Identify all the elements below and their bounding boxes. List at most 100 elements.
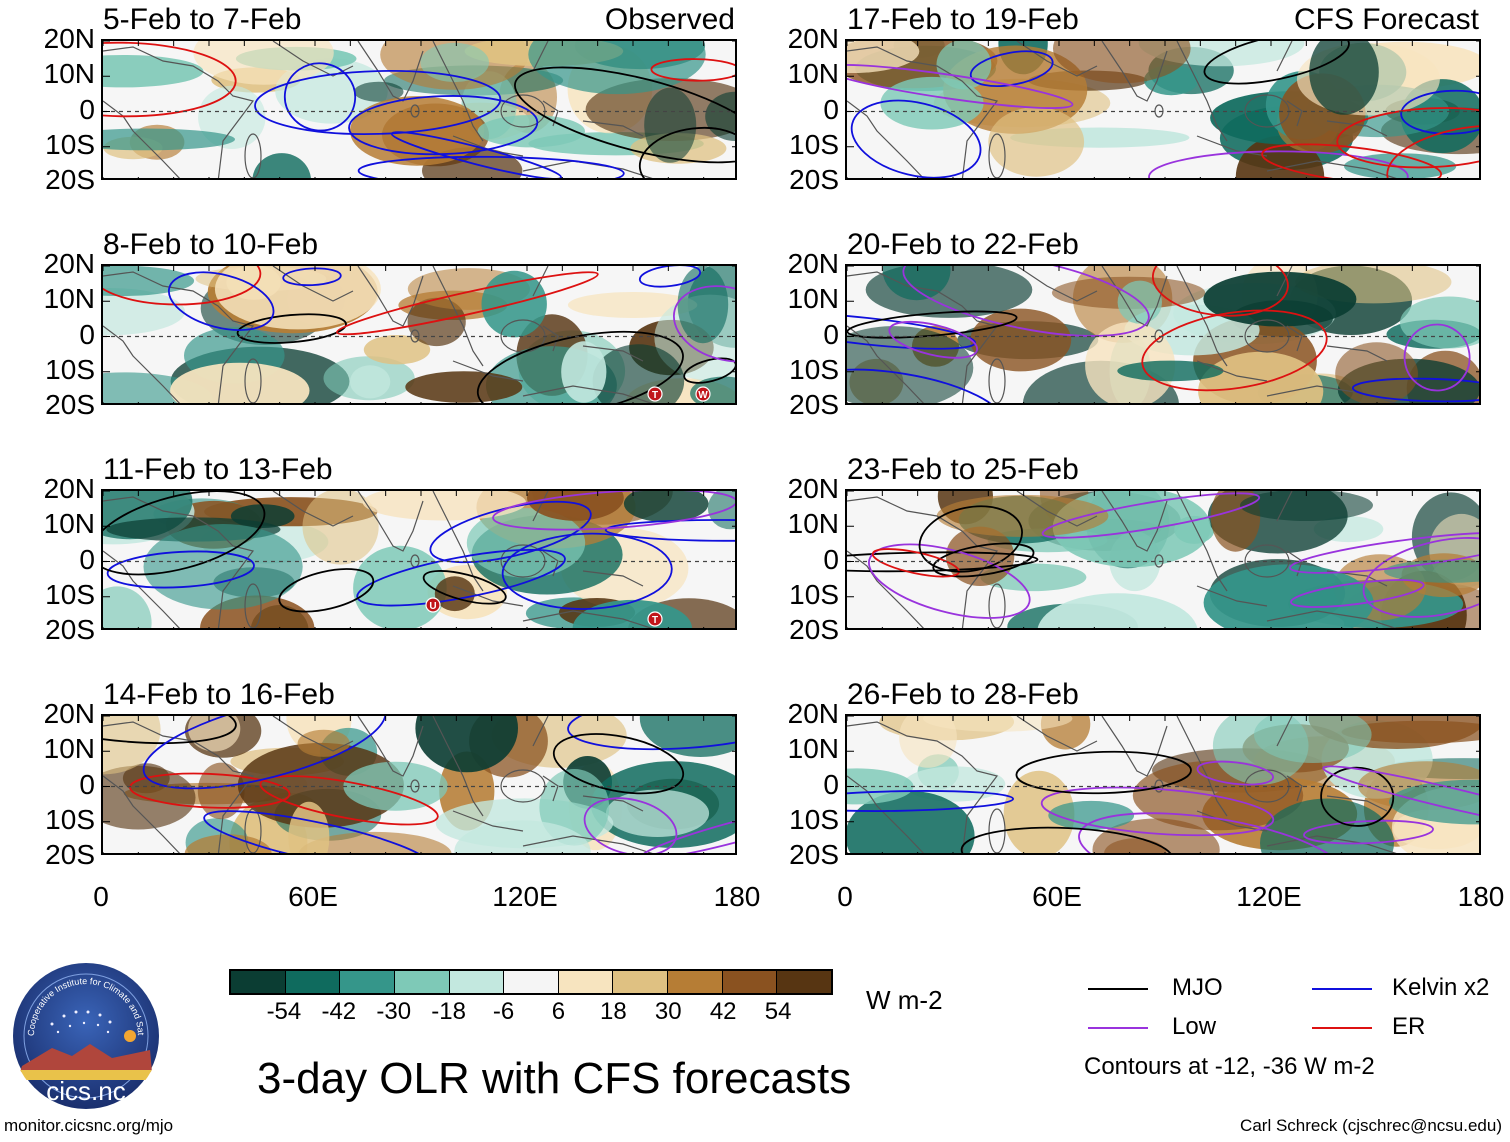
colorbar-tick-label: 30 <box>654 998 682 1025</box>
panel-title: 14-Feb to 16-Feb <box>103 678 335 711</box>
colorbar-tick-label: -42 <box>321 998 357 1025</box>
colorbar-segment <box>613 971 669 993</box>
low-contour <box>1078 812 1347 853</box>
colorbar-tick-label: -30 <box>376 998 412 1025</box>
sri-lanka <box>1154 554 1164 568</box>
philippines <box>532 716 549 747</box>
mjo-contour <box>932 542 1035 578</box>
india-coast <box>1101 266 1168 327</box>
africa-coast <box>847 271 999 403</box>
se-asia-coast <box>1176 41 1228 142</box>
lat-label: 10N <box>787 58 839 90</box>
arabia-coast <box>1016 716 1098 752</box>
olr-anomaly-blob <box>1335 342 1418 403</box>
olr-anomaly-blob <box>882 266 951 301</box>
madagascar <box>244 358 262 403</box>
olr-anomaly-blob <box>454 820 591 853</box>
lat-label: 20N <box>787 248 839 279</box>
lon-label: 120E <box>492 881 558 912</box>
mjo-contour <box>960 826 1174 853</box>
er-contour <box>336 271 599 336</box>
storm-marker-letter: U <box>429 601 436 612</box>
kelvin-contour <box>106 550 255 589</box>
india-coast <box>1101 491 1168 552</box>
olr-anomaly-blob <box>1400 296 1479 349</box>
olr-map-graphic <box>103 41 735 178</box>
lat-label: 0 <box>823 318 839 350</box>
low-contour <box>1362 537 1479 618</box>
olr-anomaly-blob <box>567 292 698 318</box>
colorbar-tick-label: -6 <box>492 998 515 1025</box>
storm-marker: T <box>647 611 663 627</box>
india-coast <box>357 41 424 102</box>
olr-anomaly-blob <box>561 341 607 403</box>
sri-lanka <box>1154 104 1164 118</box>
olr-anomaly-blob <box>623 491 709 523</box>
colorbar-segment <box>722 971 778 993</box>
panel-title: 26-Feb to 28-Feb <box>847 678 1079 711</box>
olr-map-graphic: UT <box>103 491 735 628</box>
low-contour <box>1040 786 1275 837</box>
olr-anomaly-blob <box>143 524 303 610</box>
lat-label: 0 <box>79 93 95 125</box>
colorbar-segment <box>558 971 614 993</box>
kelvin-contour <box>969 50 1054 87</box>
lat-label: 20N <box>43 698 95 729</box>
philippines <box>532 491 549 522</box>
olr-anomaly-blob <box>252 153 311 178</box>
legend-label-kelvin: Kelvin x2 <box>1392 974 1490 1001</box>
olr-anomaly-blob <box>1053 41 1191 84</box>
olr-map-panel <box>845 714 1481 855</box>
africa-coast <box>847 721 999 853</box>
india-coast <box>357 266 424 327</box>
er-contour <box>1386 124 1479 178</box>
olr-anomaly-blob <box>1117 360 1224 382</box>
low-contour <box>1148 150 1409 178</box>
olr-map-graphic <box>847 491 1479 628</box>
footer-url[interactable]: monitor.cicsnc.org/mjo <box>4 1116 174 1135</box>
lat-label: 10N <box>787 733 839 765</box>
new-guinea <box>1326 345 1388 362</box>
kelvin-contour <box>847 368 1006 403</box>
lat-label: 20S <box>789 839 839 870</box>
olr-map-panel <box>845 39 1481 180</box>
olr-anomaly-blob <box>362 491 527 521</box>
olr-anomaly-blob <box>1048 800 1135 830</box>
philippines <box>1276 491 1293 522</box>
kelvin-contour <box>1400 89 1479 135</box>
olr-map-panel <box>845 489 1481 630</box>
low-contour <box>1041 492 1261 539</box>
colorbar <box>229 969 833 995</box>
colorbar-units: W m-2 <box>866 985 943 1015</box>
se-asia-coast <box>1176 491 1228 592</box>
low-contour <box>1289 531 1479 574</box>
olr-anomaly-blob <box>297 729 350 757</box>
olr-anomaly-blob <box>988 107 1085 177</box>
lat-label: 10S <box>789 128 839 160</box>
philippines <box>1276 266 1293 297</box>
lat-label: 20S <box>45 839 95 870</box>
colorbar-segment <box>231 971 286 993</box>
olr-anomaly-blob <box>528 41 706 95</box>
africa-inland-border <box>103 100 181 178</box>
legend-line-er <box>1312 1027 1372 1029</box>
sumatra-java <box>452 585 524 607</box>
footer-credit: Carl Schreck (cjschrec@ncsu.edu) <box>1240 1116 1502 1135</box>
lon-label: 120E <box>1236 881 1302 912</box>
lat-label: 20N <box>787 23 839 54</box>
olr-anomaly-blob <box>1389 779 1479 825</box>
olr-anomaly-blob <box>103 288 185 336</box>
sumatra-java <box>452 360 524 382</box>
australia-coast <box>1266 385 1397 403</box>
panel-title: 8-Feb to 10-Feb <box>103 228 319 261</box>
olr-anomaly-blob <box>349 365 391 399</box>
low-contour <box>888 320 978 359</box>
kelvin-contour <box>850 99 982 178</box>
figure-title: 3-day OLR with CFS forecasts <box>257 1054 852 1103</box>
legend-label-er: ER <box>1392 1013 1426 1040</box>
lat-label: 20N <box>43 23 95 54</box>
observed-label: Observed <box>604 3 735 36</box>
olr-anomaly-blob <box>592 344 685 403</box>
se-asia-coast <box>1176 266 1228 367</box>
sumatra-java <box>1196 585 1268 607</box>
